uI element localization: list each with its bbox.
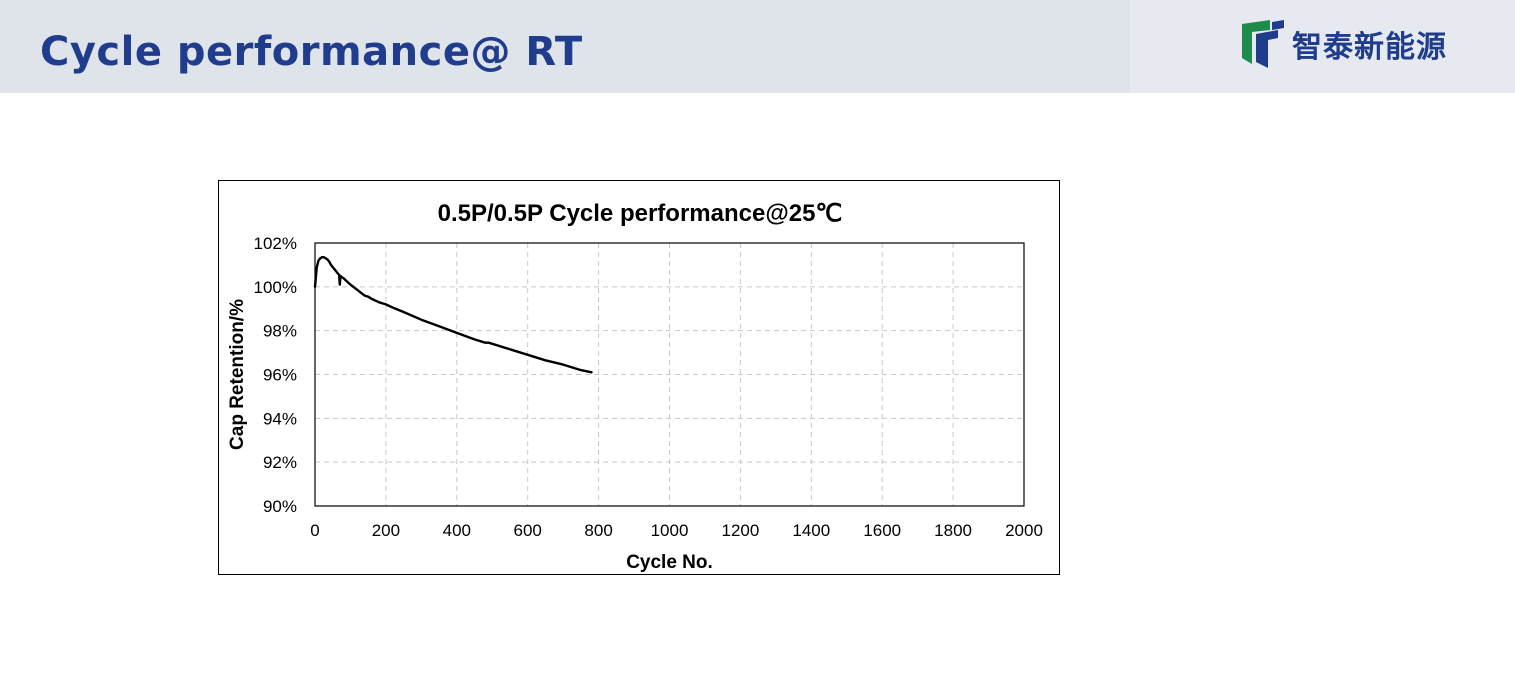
- zhitai-logo-icon: [1242, 20, 1284, 68]
- x-tick-label: 1400: [792, 521, 830, 540]
- series-line: [313, 256, 593, 374]
- y-tick-label: 96%: [263, 366, 297, 385]
- y-tick-label: 94%: [263, 409, 297, 428]
- header-logo-area: [1130, 0, 1515, 93]
- y-tick-label: 92%: [263, 453, 297, 472]
- x-tick-label: 600: [514, 521, 542, 540]
- x-tick-label: 400: [443, 521, 471, 540]
- chart-frame: 0.5P/0.5P Cycle performance@25℃ 0 200 400 6…: [218, 180, 1060, 575]
- x-tick-label: 1800: [934, 521, 972, 540]
- y-tick-label: 102%: [254, 234, 297, 253]
- brand-logo: 智泰新能源: [1240, 18, 1447, 70]
- chart-title: 0.5P/0.5P Cycle performance@25℃: [438, 200, 843, 227]
- x-tick-label: 800: [584, 521, 612, 540]
- series-layer: [313, 256, 593, 374]
- retention-chart: 0.5P/0.5P Cycle performance@25℃ 0 200 400 6…: [227, 200, 1043, 573]
- x-tick-label: 2000: [1005, 521, 1043, 540]
- page-title: Cycle performance@ RT: [40, 29, 583, 75]
- brand-name: 智泰新能源: [1292, 30, 1447, 65]
- x-axis-label: Cycle No.: [626, 552, 713, 573]
- plot-area: [314, 242, 1025, 507]
- header-band: [0, 0, 1130, 93]
- x-tick-label: 1200: [721, 521, 759, 540]
- y-tick-label: 98%: [263, 322, 297, 341]
- y-axis-label: Cap Retention/%: [227, 299, 248, 450]
- y-tick-label: 90%: [263, 497, 297, 516]
- x-tick-label: 1600: [863, 521, 901, 540]
- axis-ticks: 0 200 400 600 800 1000 1200 1400 1600 1800 2000 90%…: [254, 234, 1043, 540]
- x-tick-label: 200: [372, 521, 400, 540]
- x-tick-label: 0: [310, 521, 319, 540]
- x-tick-label: 1000: [651, 521, 689, 540]
- y-tick-label: 100%: [254, 278, 297, 297]
- grid-lines: [315, 243, 1024, 506]
